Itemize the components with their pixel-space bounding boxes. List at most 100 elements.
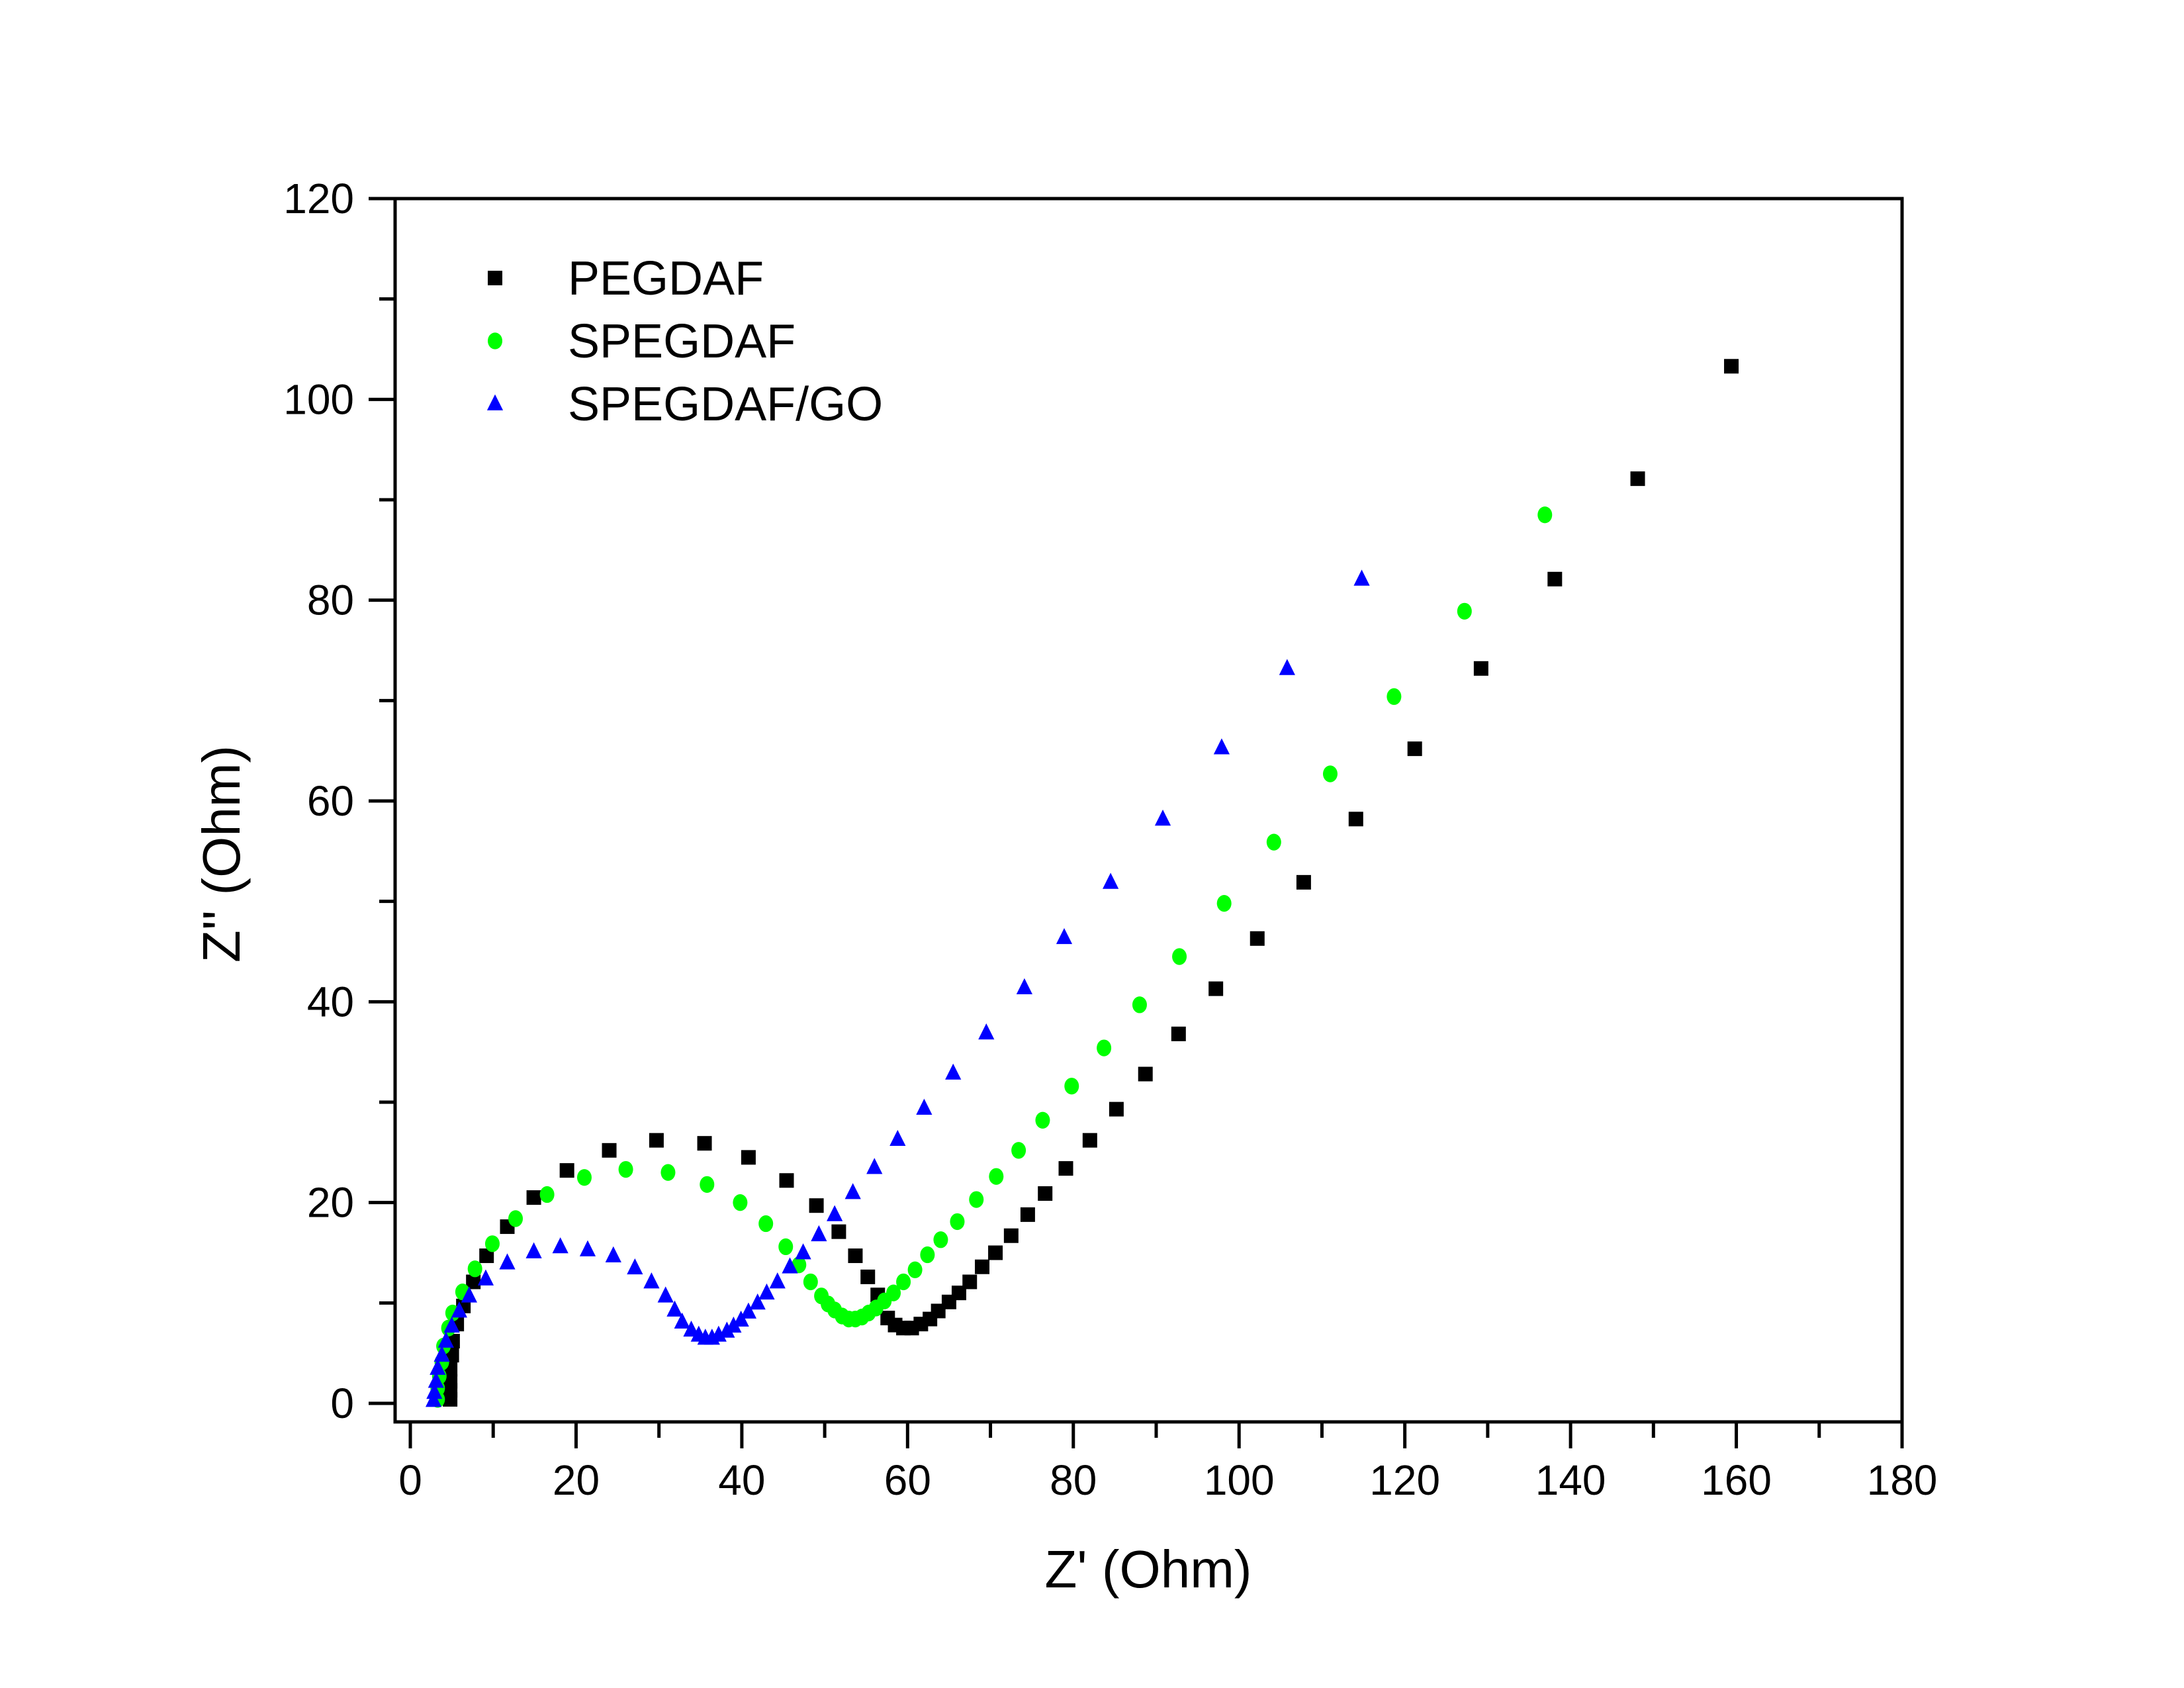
square-point (848, 1248, 863, 1264)
square-point (975, 1259, 990, 1274)
x-tick-label: 140 (1535, 1456, 1606, 1504)
triangle-point (461, 1286, 478, 1303)
circle-point (950, 1213, 965, 1231)
triangle-point (433, 1345, 450, 1362)
circle-point (539, 1186, 555, 1203)
circle-point (920, 1246, 935, 1264)
square-point (479, 1248, 494, 1264)
series-spegdaf (430, 506, 1553, 1408)
triangle-point (719, 1321, 735, 1338)
circle-point (886, 1284, 901, 1301)
triangle-point (430, 1358, 446, 1375)
square-point (809, 1198, 824, 1213)
triangle-point (733, 1310, 749, 1327)
square-point (1058, 1161, 1073, 1176)
x-tick-label: 80 (1050, 1456, 1097, 1504)
circle-point (576, 1169, 592, 1186)
triangle-point (1056, 927, 1073, 945)
circle-point (1457, 602, 1472, 620)
circle-point (1216, 895, 1232, 912)
circle-point (1387, 688, 1402, 705)
x-tick-label: 60 (884, 1456, 931, 1504)
triangle-point (758, 1283, 775, 1300)
square-point (1038, 1186, 1053, 1201)
x-axis-label: Z' (Ohm) (1044, 1540, 1251, 1599)
circle-point (758, 1215, 774, 1233)
y-tick-label: 120 (283, 175, 354, 222)
square-point (1020, 1207, 1035, 1222)
circle-point (660, 1164, 676, 1181)
circle-point (1011, 1142, 1026, 1159)
square-point (1724, 359, 1739, 374)
y-tick-label: 0 (330, 1380, 354, 1427)
x-tick-label: 0 (398, 1456, 422, 1504)
square-point (526, 1190, 541, 1205)
triangle-point (827, 1205, 843, 1221)
plot-frame (393, 197, 1904, 1424)
legend: PEGDAF SPEGDAF SPEGDAF/GO (486, 252, 883, 431)
triangle-point (643, 1272, 660, 1289)
triangle-point (866, 1158, 883, 1174)
triangle-point (889, 1129, 906, 1147)
legend-circle-marker (488, 332, 502, 350)
circle-point (778, 1238, 794, 1256)
circle-point (1132, 996, 1147, 1013)
legend-label: SPEGDAF/GO (568, 378, 883, 431)
triangle-point (674, 1312, 690, 1329)
triangle-point (725, 1316, 742, 1333)
square-point (988, 1245, 1003, 1260)
triangle-point (740, 1302, 757, 1319)
square-point (860, 1269, 876, 1284)
legend-triangle-marker (486, 394, 504, 410)
circle-point (1172, 948, 1187, 965)
square-point (1109, 1102, 1124, 1117)
legend-label: SPEGDAF (568, 315, 796, 368)
x-tick-label: 160 (1701, 1456, 1772, 1504)
circle-point (508, 1210, 523, 1227)
square-point (602, 1143, 617, 1158)
circle-point (1035, 1111, 1050, 1129)
triangle-point (499, 1253, 516, 1270)
triangle-point (811, 1225, 827, 1242)
triangle-point (525, 1242, 542, 1258)
data-points (425, 359, 1739, 1408)
y-axis-label: Z'' (Ohm) (192, 745, 251, 962)
square-point (697, 1136, 712, 1151)
square-point (1348, 812, 1363, 827)
triangle-point (978, 1023, 995, 1040)
y-tick-label: 20 (307, 1179, 354, 1227)
circle-point (933, 1231, 948, 1248)
triangle-point (769, 1272, 786, 1289)
square-point (1082, 1133, 1097, 1148)
square-point (1003, 1228, 1019, 1243)
triangle-point (710, 1325, 727, 1342)
circle-point (1097, 1039, 1112, 1056)
triangle-point (916, 1098, 933, 1115)
triangle-point (1154, 810, 1171, 826)
circle-point (733, 1194, 748, 1211)
triangle-point (425, 1391, 442, 1407)
square-point (1407, 741, 1422, 757)
square-point (1630, 471, 1645, 487)
triangle-point (552, 1237, 569, 1254)
square-point (1547, 571, 1563, 586)
triangle-point (945, 1063, 962, 1080)
x-tick-label: 120 (1369, 1456, 1440, 1504)
circle-point (1322, 765, 1338, 782)
triangle-point (1279, 659, 1295, 675)
triangle-point (443, 1316, 460, 1333)
triangle-point (579, 1240, 596, 1256)
square-point (1473, 661, 1488, 676)
circle-point (618, 1160, 633, 1178)
circle-point (989, 1168, 1004, 1185)
square-point (741, 1150, 756, 1165)
square-point (559, 1163, 574, 1178)
square-point (649, 1133, 664, 1148)
circle-point (1064, 1078, 1079, 1095)
triangle-point (782, 1257, 798, 1274)
square-point (779, 1173, 794, 1188)
triangle-point (1353, 569, 1370, 586)
square-point (1208, 981, 1224, 996)
circle-point (700, 1176, 715, 1194)
triangle-point (657, 1286, 674, 1303)
